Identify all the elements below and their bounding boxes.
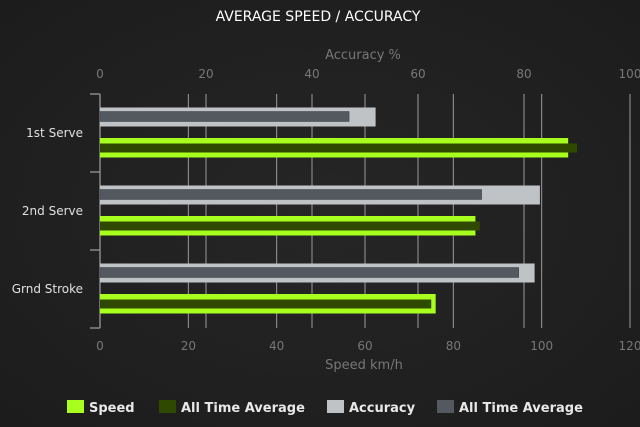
legend-label: All Time Average (459, 401, 583, 416)
category-label: Grnd Stroke (12, 282, 83, 296)
legend-swatch (327, 400, 344, 413)
speed-tick-label: 40 (269, 339, 284, 353)
accuracy-tick-label: 0 (96, 67, 104, 81)
accuracy-average-bar (99, 111, 350, 122)
speed-tick-label: 0 (96, 339, 104, 353)
speed-tick-label: 20 (181, 339, 196, 353)
legend-swatch (67, 400, 84, 413)
bottom-axis-title: Speed km/h (325, 358, 403, 373)
accuracy-tick-label: 80 (516, 67, 531, 81)
speed-average-bar (100, 299, 432, 309)
speed-tick-label: 60 (357, 339, 372, 353)
category-label: 2nd Serve (22, 204, 83, 218)
speed-average-bar (100, 143, 577, 153)
category-label: 1st Serve (26, 126, 83, 140)
accuracy-tick-label: 100 (619, 67, 640, 81)
accuracy-tick-label: 40 (304, 67, 319, 81)
accuracy-average-bar (99, 267, 519, 278)
speed-tick-label: 100 (530, 339, 553, 353)
legend-label: Speed (89, 401, 135, 416)
accuracy-average-bar (99, 189, 482, 200)
legend-label: All Time Average (181, 401, 305, 416)
legend-label: Accuracy (349, 401, 416, 416)
speed-average-bar (100, 221, 480, 231)
accuracy-tick-label: 60 (410, 67, 425, 81)
speed-tick-label: 80 (446, 339, 461, 353)
legend-swatch (159, 400, 176, 413)
legend-swatch (437, 400, 454, 413)
chart-title: AVERAGE SPEED / ACCURACY (216, 9, 421, 25)
speed-tick-label: 120 (619, 339, 640, 353)
accuracy-tick-label: 20 (198, 67, 213, 81)
top-axis-title: Accuracy % (325, 48, 401, 63)
